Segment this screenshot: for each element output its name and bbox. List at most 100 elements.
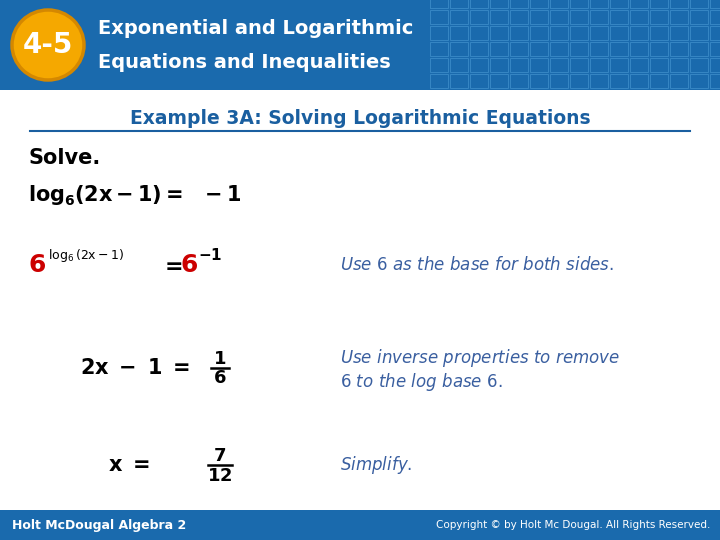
Bar [510, 58, 528, 72]
Bar [550, 58, 568, 72]
Bar [450, 26, 468, 40]
Bar [570, 10, 588, 24]
Text: Solve.: Solve. [28, 148, 100, 168]
Text: $\it{Simplify.}$: $\it{Simplify.}$ [340, 454, 413, 476]
Bar [550, 0, 568, 8]
Text: Equations and Inequalities: Equations and Inequalities [98, 52, 391, 71]
Bar [490, 0, 508, 8]
Bar [690, 74, 708, 88]
Bar [710, 10, 720, 24]
Bar [690, 0, 708, 8]
Bar [630, 10, 648, 24]
Bar [430, 58, 448, 72]
Text: $\mathbf{6}$: $\mathbf{6}$ [213, 369, 227, 387]
Bar [590, 10, 608, 24]
Bar [550, 10, 568, 24]
Bar [470, 42, 488, 56]
Bar [610, 26, 628, 40]
Text: $\mathbf{6}$: $\mathbf{6}$ [180, 253, 198, 277]
Text: $\it{Use\ 6\ as\ the\ base\ for\ both\ sides.}$: $\it{Use\ 6\ as\ the\ base\ for\ both\ s… [340, 256, 614, 274]
Bar [610, 10, 628, 24]
Bar [430, 42, 448, 56]
Text: $\mathbf{=}$: $\mathbf{=}$ [160, 255, 183, 275]
Bar [530, 10, 548, 24]
Bar [430, 26, 448, 40]
Bar [450, 74, 468, 88]
Bar [550, 42, 568, 56]
Bar [430, 10, 448, 24]
Bar [710, 0, 720, 8]
Bar [450, 0, 468, 8]
Bar [630, 58, 648, 72]
Bar [490, 42, 508, 56]
Text: $\mathrm{log_6\,(2x-1)}$: $\mathrm{log_6\,(2x-1)}$ [48, 246, 125, 264]
Text: $\mathbf{2x\ -\ 1\ =}$: $\mathbf{2x\ -\ 1\ =}$ [80, 358, 190, 378]
Bar [0, 0, 720, 90]
Bar [610, 42, 628, 56]
Text: $\it{Use\ inverse\ properties\ to\ remove}$: $\it{Use\ inverse\ properties\ to\ remov… [340, 347, 620, 369]
Bar [710, 26, 720, 40]
Text: $\mathbf{x\ =}$: $\mathbf{x\ =}$ [108, 455, 150, 475]
Bar [510, 74, 528, 88]
Bar [690, 26, 708, 40]
Bar [510, 10, 528, 24]
Bar [650, 42, 668, 56]
Bar [570, 26, 588, 40]
Bar [650, 10, 668, 24]
Bar [670, 0, 688, 8]
Text: $\mathbf{(2x - 1) =\ \ -1}$: $\mathbf{(2x - 1) =\ \ -1}$ [74, 184, 241, 206]
Bar [470, 0, 488, 8]
Bar [630, 74, 648, 88]
Ellipse shape [12, 10, 84, 80]
Bar [670, 58, 688, 72]
Bar [670, 10, 688, 24]
Bar [670, 74, 688, 88]
Bar [630, 26, 648, 40]
Bar [430, 74, 448, 88]
Bar [470, 74, 488, 88]
Bar [530, 42, 548, 56]
Bar [610, 74, 628, 88]
Bar [590, 74, 608, 88]
Bar [510, 42, 528, 56]
Bar [450, 10, 468, 24]
Bar [570, 0, 588, 8]
Bar [530, 0, 548, 8]
Bar [450, 58, 468, 72]
Text: 4-5: 4-5 [23, 31, 73, 59]
Bar [650, 58, 668, 72]
Text: Copyright © by Holt Mc Dougal. All Rights Reserved.: Copyright © by Holt Mc Dougal. All Right… [436, 520, 710, 530]
Bar [470, 10, 488, 24]
Bar [670, 26, 688, 40]
Bar [490, 58, 508, 72]
Text: $\it{6\ to\ the\ log\ base\ 6.}$: $\it{6\ to\ the\ log\ base\ 6.}$ [340, 371, 503, 393]
Bar [710, 42, 720, 56]
Bar [650, 0, 668, 8]
Bar [590, 26, 608, 40]
Bar [610, 0, 628, 8]
Bar [530, 26, 548, 40]
Text: $\mathbf{6}$: $\mathbf{6}$ [64, 194, 75, 208]
Bar [490, 10, 508, 24]
Bar [610, 58, 628, 72]
Bar [550, 74, 568, 88]
Bar [510, 0, 528, 8]
Text: Holt McDougal Algebra 2: Holt McDougal Algebra 2 [12, 518, 186, 531]
Bar [430, 0, 448, 8]
Bar [570, 42, 588, 56]
Bar [650, 74, 668, 88]
Bar [650, 26, 668, 40]
Bar [510, 26, 528, 40]
Bar [470, 26, 488, 40]
Bar [710, 58, 720, 72]
Bar [670, 42, 688, 56]
Text: Example 3A: Solving Logarithmic Equations: Example 3A: Solving Logarithmic Equation… [130, 109, 590, 127]
Bar [690, 58, 708, 72]
Bar [550, 26, 568, 40]
Text: $\mathbf{-1}$: $\mathbf{-1}$ [198, 247, 222, 263]
Bar [570, 74, 588, 88]
Bar [590, 0, 608, 8]
Bar [690, 42, 708, 56]
Bar [630, 42, 648, 56]
Bar [450, 42, 468, 56]
